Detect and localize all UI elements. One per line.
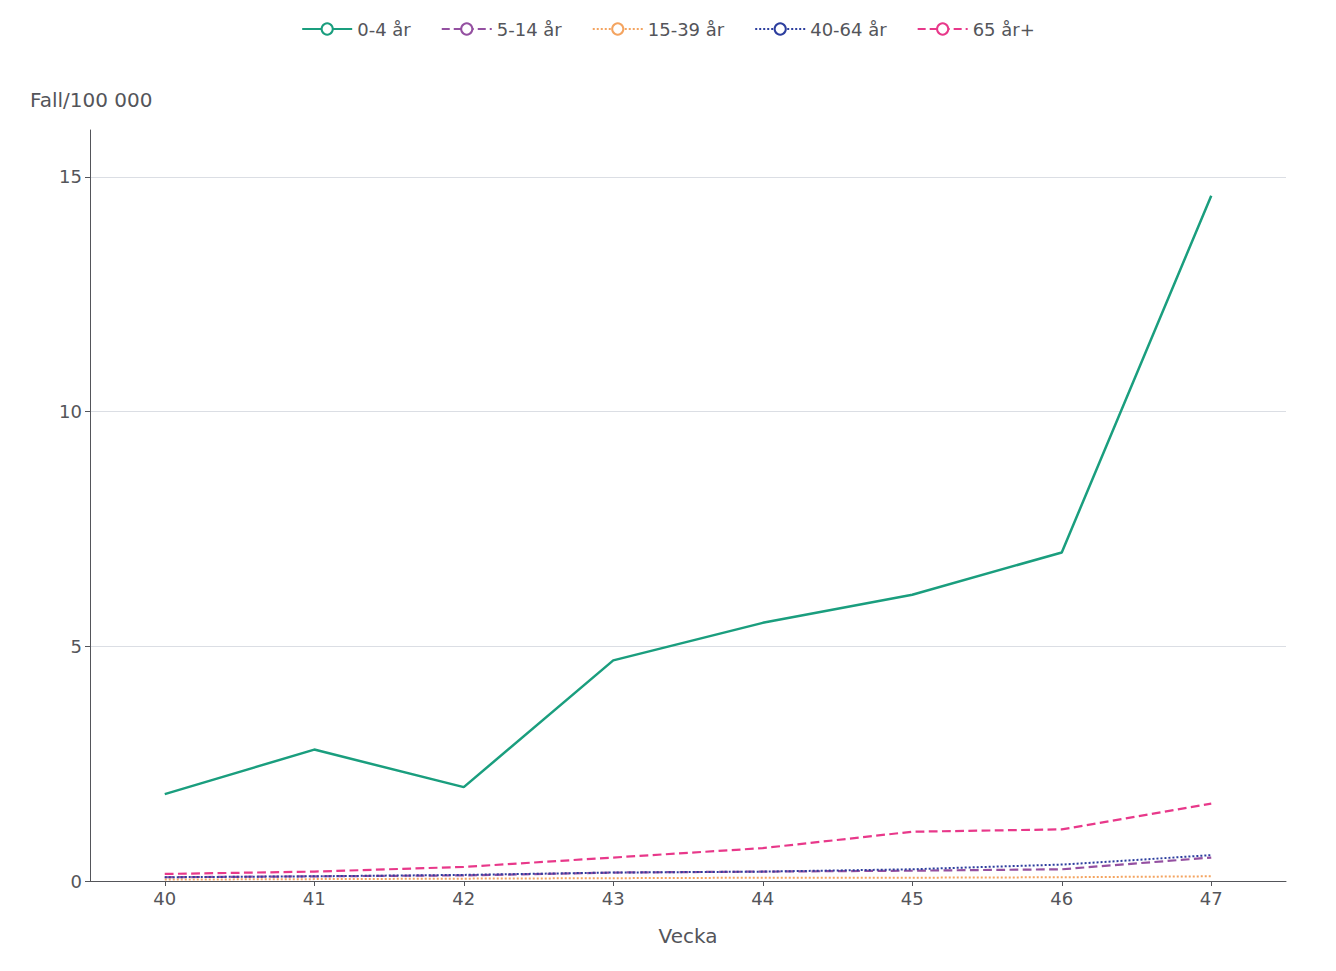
svg-text:40: 40 [153, 888, 176, 909]
svg-text:44: 44 [751, 888, 774, 909]
svg-text:0-4 år: 0-4 år [357, 19, 411, 40]
svg-text:41: 41 [303, 888, 326, 909]
svg-text:15: 15 [59, 166, 82, 187]
svg-text:46: 46 [1050, 888, 1073, 909]
svg-text:5-14 år: 5-14 år [497, 19, 563, 40]
svg-text:Vecka: Vecka [659, 924, 718, 948]
svg-text:40-64 år: 40-64 år [810, 19, 887, 40]
svg-text:5: 5 [71, 636, 82, 657]
svg-text:45: 45 [901, 888, 924, 909]
svg-text:47: 47 [1200, 888, 1223, 909]
svg-text:10: 10 [59, 401, 82, 422]
svg-text:43: 43 [602, 888, 625, 909]
svg-text:65 år+: 65 år+ [973, 19, 1035, 40]
svg-text:0: 0 [71, 871, 82, 892]
svg-text:42: 42 [452, 888, 475, 909]
svg-text:Fall/100 000: Fall/100 000 [30, 88, 152, 112]
svg-text:15-39 år: 15-39 år [648, 19, 725, 40]
